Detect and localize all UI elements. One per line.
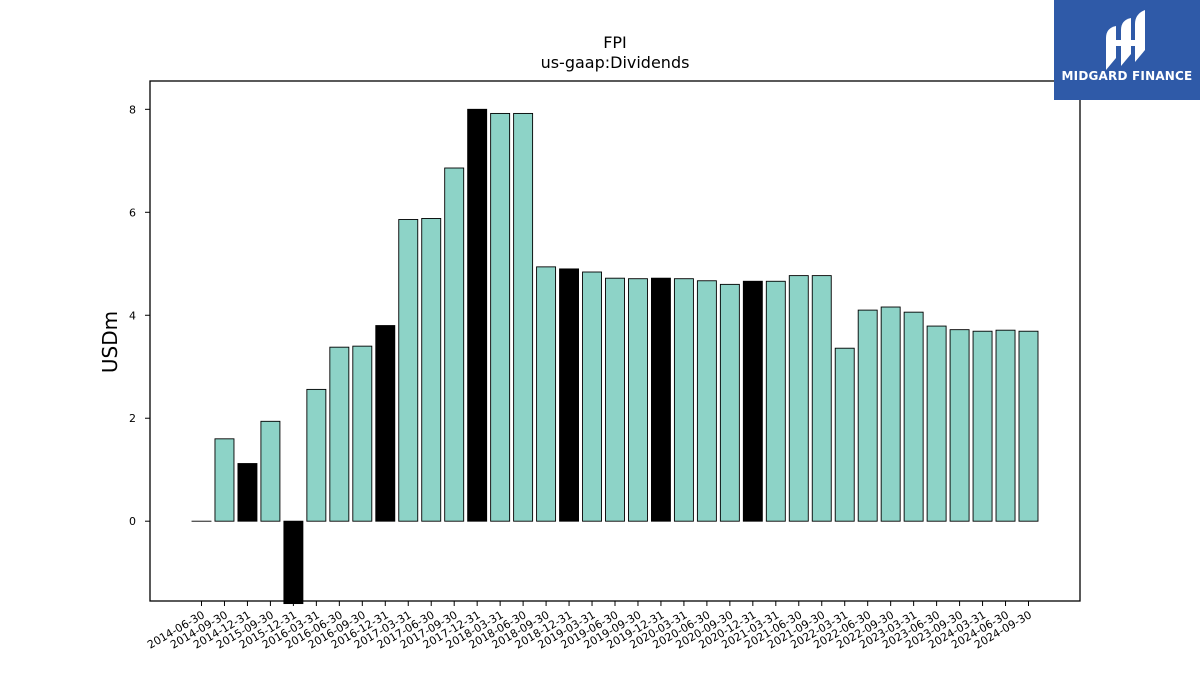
bar <box>972 330 993 522</box>
bar <box>926 325 947 522</box>
bar <box>283 520 304 605</box>
bar <box>880 306 901 522</box>
bar <box>214 438 235 522</box>
bar <box>467 108 488 522</box>
bar <box>490 112 511 522</box>
bar <box>536 266 557 522</box>
chart-subtitle: us-gaap:Dividends <box>541 53 690 72</box>
y-axis-label: USDm <box>98 311 122 373</box>
bar <box>375 325 396 522</box>
y-tick-label: 2 <box>129 412 136 425</box>
bar <box>628 278 648 522</box>
bars-layer <box>191 108 1039 605</box>
x-ticks: 2014-06-302014-09-302014-12-312015-09-30… <box>145 601 1034 652</box>
y-tick-label: 4 <box>129 309 136 322</box>
mh-monogram-icon <box>1106 10 1145 70</box>
bar <box>834 347 855 522</box>
bar <box>788 275 809 522</box>
bar <box>903 311 924 522</box>
bar <box>696 280 717 522</box>
bar <box>260 420 281 522</box>
y-ticks: 0 2 4 6 8 <box>129 103 150 528</box>
bar <box>605 277 625 522</box>
bar <box>444 167 465 522</box>
bar <box>352 345 373 522</box>
brand-logo: MIDGARD FINANCE <box>1054 0 1200 100</box>
y-tick-label: 0 <box>129 515 136 528</box>
bar <box>306 388 327 522</box>
bar <box>811 275 832 522</box>
bar <box>513 112 534 522</box>
bar <box>650 277 671 522</box>
bar <box>582 271 602 522</box>
bar <box>949 329 970 522</box>
bar <box>398 219 419 522</box>
bar <box>329 346 350 522</box>
bar <box>765 280 786 522</box>
bar <box>995 329 1016 522</box>
bar <box>1018 330 1039 522</box>
bar <box>742 280 763 522</box>
bar <box>559 268 580 522</box>
bar <box>857 309 878 522</box>
brand-name: MIDGARD FINANCE <box>1061 69 1193 83</box>
bar <box>237 463 258 522</box>
chart-title: FPI <box>603 33 627 52</box>
bar <box>719 283 740 522</box>
y-tick-label: 8 <box>129 103 136 116</box>
y-tick-label: 6 <box>129 206 136 219</box>
bar <box>673 278 694 522</box>
plot-frame <box>149 80 1081 602</box>
bar <box>421 218 442 522</box>
